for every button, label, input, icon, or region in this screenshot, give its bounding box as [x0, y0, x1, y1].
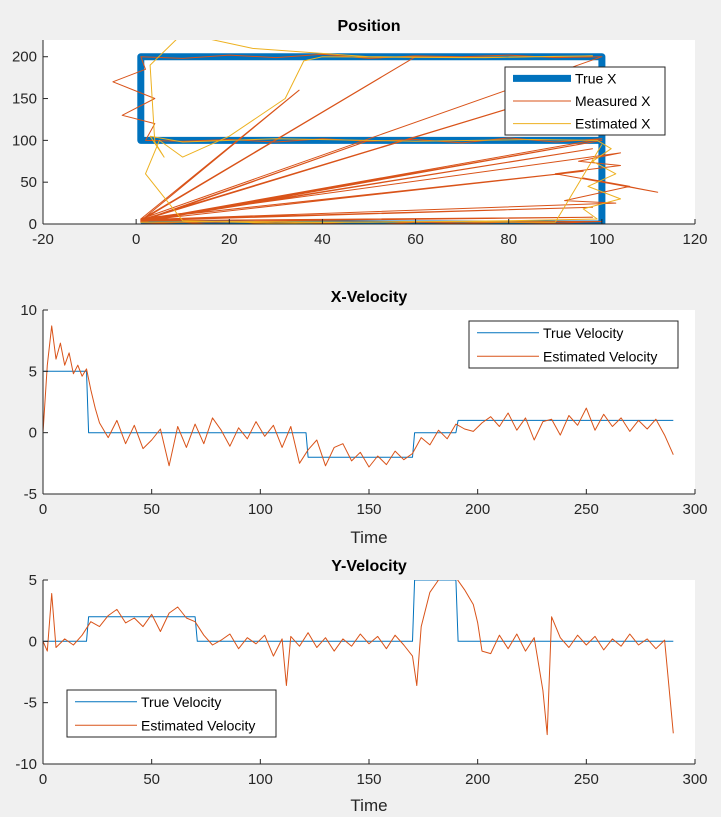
x-tick-label: 40 — [314, 231, 331, 248]
y-tick-label: 100 — [12, 132, 37, 149]
x-tick-label: 60 — [407, 231, 424, 248]
x-tick-label: 300 — [682, 501, 707, 518]
x-tick-label: 0 — [132, 231, 140, 248]
y-tick-label: 0 — [29, 216, 37, 233]
series-line-estimated-velocity — [43, 580, 674, 736]
x-tick-label: 150 — [356, 501, 381, 518]
legend-entry: True X — [575, 70, 617, 86]
legend-entry: Estimated X — [575, 116, 651, 132]
legend-entry: True Velocity — [141, 694, 221, 710]
x-tick-label: 80 — [500, 231, 517, 248]
y-tick-label: 0 — [29, 633, 37, 650]
legend-entry: Measured X — [575, 93, 651, 109]
legend: True Velocity Estimated Velocity — [468, 320, 679, 369]
y-tick-label: 5 — [29, 363, 37, 380]
series-line-estimated-velocity — [43, 325, 674, 468]
y-tick-label: 0 — [29, 425, 37, 442]
x-tick-label: 50 — [143, 501, 160, 518]
series-group — [112, 40, 659, 224]
y-tick-label: 10 — [20, 302, 37, 319]
x-tick-label: 150 — [356, 771, 381, 788]
x-tick-label: 250 — [574, 771, 599, 788]
x-tick-label: 100 — [589, 231, 614, 248]
series-line-estimated-x — [140, 40, 621, 224]
x-tick-label: -20 — [32, 231, 54, 248]
series-line-true-velocity — [43, 580, 674, 642]
series-line-true-x — [137, 53, 606, 224]
x-velocity-title: X-Velocity — [331, 289, 408, 306]
x-tick-label: 50 — [143, 771, 160, 788]
x-velocity-xlabel: Time — [350, 528, 387, 547]
y-tick-label: -10 — [15, 756, 37, 773]
x-tick-label: 200 — [465, 771, 490, 788]
y-tick-label: -5 — [24, 695, 37, 712]
position-title: Position — [337, 18, 400, 35]
x-tick-label: 120 — [682, 231, 707, 248]
x-tick-label: 100 — [248, 501, 273, 518]
legend-entry: True Velocity — [543, 325, 623, 341]
y-tick-label: 50 — [20, 174, 37, 191]
y-tick-label: 150 — [12, 91, 37, 108]
series-group — [43, 325, 674, 468]
y-velocity-title: Y-Velocity — [331, 558, 407, 575]
x-tick-label: 0 — [39, 501, 47, 518]
y-tick-label: 200 — [12, 49, 37, 66]
x-tick-label: 200 — [465, 501, 490, 518]
series-group — [43, 580, 674, 736]
legend-entry: Estimated Velocity — [543, 348, 657, 364]
legend: True X Measured X Estimated X — [504, 66, 666, 136]
position-chart: Position -20 0 20 40 60 80 100 120050100150200T… — [12, 18, 708, 248]
y-velocity-xlabel: Time — [350, 796, 387, 815]
x-tick-label: 0 — [39, 771, 47, 788]
y-tick-label: 5 — [29, 572, 37, 589]
legend-box — [468, 320, 679, 369]
legend: True Velocity Estimated Velocity — [66, 689, 277, 738]
x-tick-label: 250 — [574, 501, 599, 518]
legend-box — [66, 689, 277, 738]
x-tick-label: 300 — [682, 771, 707, 788]
y-velocity-chart: Y-Velocity Time 0 50 100 150 200 250 300 -10 -5 0… — [15, 558, 707, 815]
series-line-true-velocity — [43, 370, 674, 458]
y-tick-label: -5 — [24, 486, 37, 503]
x-velocity-chart: X-Velocity Time 0 50 100 150 200 250 300-50510… — [20, 289, 707, 547]
legend-entry: Estimated Velocity — [141, 717, 255, 733]
x-tick-label: 100 — [248, 771, 273, 788]
x-tick-label: 20 — [221, 231, 238, 248]
